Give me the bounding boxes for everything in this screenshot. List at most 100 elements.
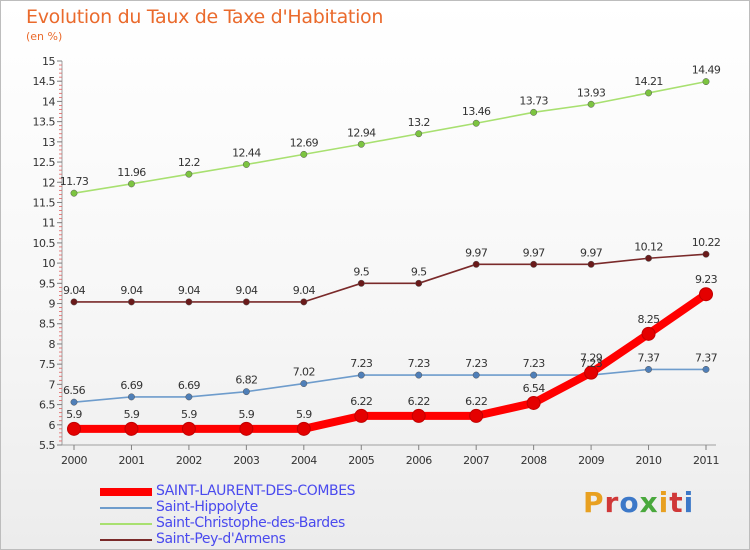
y-tick-label: 12 [42, 176, 55, 189]
x-tick-label: 2006 [406, 454, 432, 467]
data-point [472, 119, 480, 127]
data-point [415, 130, 423, 138]
data-labels-layer: 6.56 6.69 6.69 6.82 7.02 7.23 7.23 7.23 7.23 7.23… [60, 64, 722, 421]
series-line-2 [73, 80, 707, 194]
legend-item: Saint-Christophe-des-Bardes [100, 515, 400, 532]
data-point [300, 380, 308, 388]
data-point [469, 408, 484, 423]
data-label: 6.56 [63, 384, 86, 397]
data-label: 7.29 [580, 352, 603, 365]
data-point [70, 298, 78, 306]
x-tick-label: 2009 [578, 454, 604, 467]
data-point [357, 140, 365, 148]
data-label: 6.82 [235, 374, 257, 387]
data-point [702, 365, 710, 373]
data-point [526, 395, 541, 410]
data-point [300, 150, 308, 158]
proxiti-logo: Proxiti [583, 486, 694, 519]
data-label: 5.9 [181, 408, 197, 421]
legend-swatch-0 [100, 488, 152, 496]
logo-letter: o [619, 486, 640, 519]
data-point [242, 161, 250, 168]
x-tick-label: 2010 [636, 454, 662, 467]
x-tick-label: 2005 [348, 454, 374, 467]
data-label: 9.97 [580, 246, 603, 259]
data-label: 6.69 [178, 379, 201, 392]
data-label: 5.9 [239, 408, 255, 421]
data-label: 7.23 [580, 357, 603, 370]
data-label: 6.22 [465, 395, 487, 408]
data-point [699, 287, 713, 302]
y-tick-label: 11.5 [33, 196, 56, 209]
series-layer [67, 78, 713, 436]
data-point [242, 388, 250, 396]
y-tick-label: 6 [49, 419, 56, 432]
data-point [702, 250, 710, 258]
data-point [300, 298, 308, 306]
legend-swatch-2 [100, 523, 152, 525]
legend: SAINT-LAURENT-DES-COMBES Saint-Hippolyte… [100, 483, 400, 548]
data-point [645, 365, 652, 373]
data-label: 9.04 [63, 284, 86, 297]
data-label: 7.23 [408, 357, 431, 370]
data-point [587, 260, 595, 268]
data-label: 9.5 [353, 265, 369, 278]
legend-item: SAINT-LAURENT-DES-COMBES [100, 483, 400, 500]
data-point [415, 371, 423, 379]
data-label: 9.04 [178, 284, 201, 297]
data-point [128, 180, 135, 188]
data-point [530, 371, 538, 379]
data-label: 11.73 [60, 175, 89, 188]
data-point [67, 421, 81, 436]
data-label: 12.69 [290, 136, 319, 149]
series-line-3 [73, 253, 707, 303]
data-label: 7.23 [465, 357, 488, 370]
data-point [411, 408, 426, 423]
logo-letter: P [583, 486, 605, 519]
y-tick-label: 8 [49, 338, 56, 351]
data-label: 7.02 [293, 366, 315, 379]
legend-label: Saint-Hippolyte [156, 499, 258, 515]
data-point [530, 108, 538, 116]
data-label: 5.9 [66, 408, 82, 421]
data-label: 7.37 [695, 351, 718, 364]
data-point [124, 421, 139, 436]
data-label: 9.97 [465, 246, 488, 259]
x-tick-label: 2011 [693, 454, 719, 467]
data-label: 10.22 [692, 236, 721, 249]
y-tick-label: 8.5 [39, 318, 55, 331]
x-tick-label: 2007 [463, 454, 489, 467]
data-label: 6.22 [350, 395, 372, 408]
logo-letter: x [639, 486, 659, 519]
legend-item: Saint-Pey-d'Armens [100, 531, 400, 548]
y-tick-label: 15 [42, 55, 55, 68]
data-point [587, 100, 595, 108]
data-label: 9.04 [293, 284, 316, 297]
data-label: 13.93 [577, 86, 606, 99]
data-label: 7.23 [350, 357, 373, 370]
legend-swatch-1 [100, 507, 152, 509]
data-point [645, 254, 652, 262]
data-label: 6.54 [523, 382, 546, 395]
data-point [296, 421, 311, 436]
data-label: 13.46 [462, 105, 491, 118]
data-point [354, 408, 369, 423]
data-point [472, 371, 480, 379]
logo-letter: t [669, 486, 684, 519]
y-tick-label: 14.5 [33, 75, 56, 88]
x-tick-label: 2001 [118, 454, 144, 467]
x-tick-label: 2002 [176, 454, 202, 467]
data-label: 6.22 [408, 395, 430, 408]
data-label: 14.49 [692, 64, 721, 77]
y-tick-label: 13 [42, 136, 55, 149]
y-tick-label: 11 [42, 217, 55, 230]
data-label: 9.04 [235, 284, 258, 297]
logo-letter: r [604, 486, 620, 519]
data-point [70, 398, 78, 406]
legend-label: Saint-Pey-d'Armens [156, 531, 286, 547]
data-label: 5.9 [124, 408, 140, 421]
data-label: 13.73 [519, 94, 548, 107]
data-label: 9.23 [695, 273, 718, 286]
data-point [128, 393, 135, 401]
